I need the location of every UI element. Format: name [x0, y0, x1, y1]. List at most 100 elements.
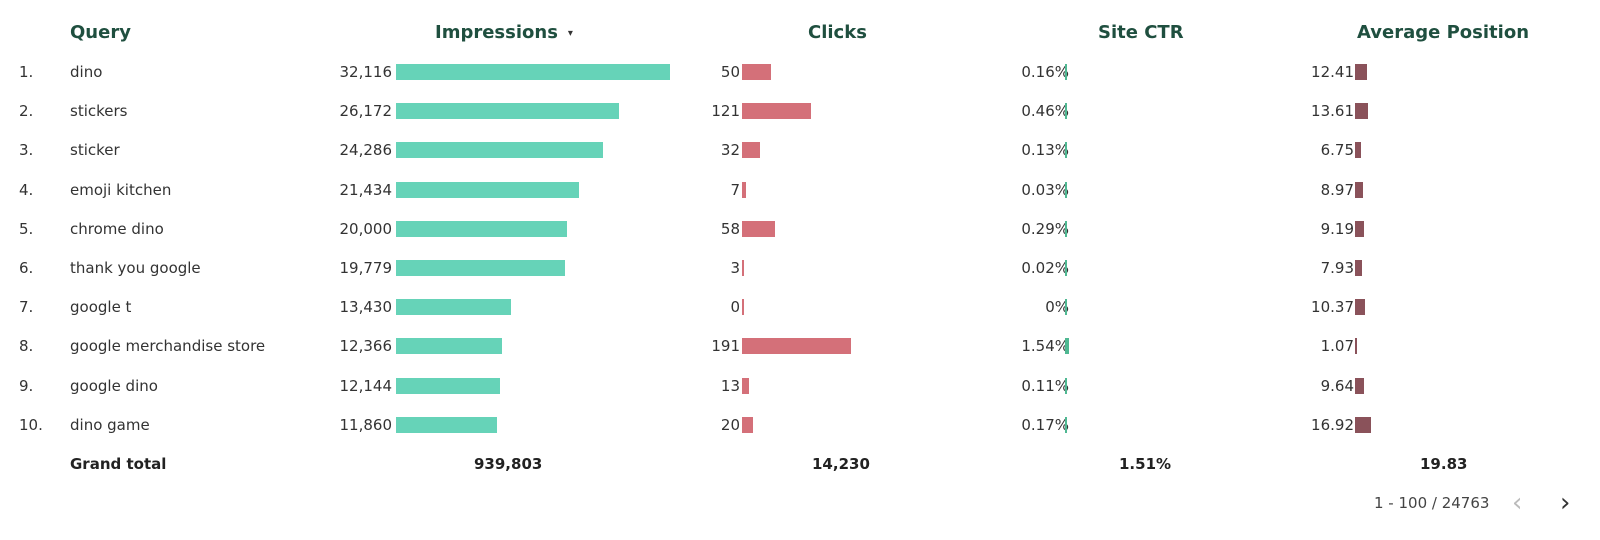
site-ctr-value: 0.29% — [1021, 219, 1069, 238]
average-position-value: 7.93 — [1320, 259, 1354, 277]
table-row[interactable]: 9. google dino 12,144 13 0.11% 9.64 — [0, 366, 1600, 406]
average-position-bar — [1355, 142, 1362, 159]
average-position-value: 16.92 — [1311, 415, 1354, 434]
clicks-value: 121 — [711, 102, 740, 121]
table-row[interactable]: 3. sticker 24,286 32 0.13% 6.75 — [0, 130, 1600, 170]
average-position-value: 6.75 — [1320, 141, 1354, 160]
column-header-query[interactable]: Query — [70, 22, 131, 43]
grand-total-label: Grand total — [70, 455, 167, 473]
clicks-bar — [742, 220, 776, 237]
average-position-bar — [1355, 64, 1367, 80]
site-ctr-bar — [1065, 64, 1067, 80]
sort-descending-icon: ▾ — [567, 27, 573, 39]
column-header-impressions-label: Impressions — [435, 22, 558, 43]
row-number: 8. — [19, 337, 34, 356]
query-cell: dino game — [70, 415, 150, 434]
grand-total-impressions: 939,803 — [474, 455, 543, 473]
site-ctr-value: 0.13% — [1021, 141, 1069, 160]
site-ctr-bar — [1065, 103, 1067, 120]
site-ctr-bar — [1065, 260, 1067, 276]
average-position-value: 12.41 — [1311, 63, 1354, 81]
site-ctr-value: 0% — [1045, 298, 1069, 317]
clicks-bar — [742, 64, 771, 80]
site-ctr-bar — [1065, 416, 1067, 433]
table-row[interactable]: 2. stickers 26,172 121 0.46% 13.61 — [0, 91, 1600, 131]
chevron-left-icon[interactable]: ‹ — [1512, 488, 1523, 518]
site-ctr-bar — [1065, 299, 1067, 316]
table-row[interactable]: 4. emoji kitchen 21,434 7 0.03% 8.97 — [0, 170, 1600, 210]
average-position-bar — [1355, 103, 1368, 120]
column-header-site-ctr[interactable]: Site CTR — [1098, 22, 1184, 43]
impressions-bar — [396, 103, 620, 120]
row-number: 6. — [19, 259, 34, 277]
row-number: 4. — [19, 180, 34, 199]
query-cell: dino — [70, 63, 103, 81]
site-ctr-value: 0.16% — [1021, 63, 1069, 81]
impressions-value: 12,366 — [339, 337, 393, 356]
row-number: 2. — [19, 102, 34, 121]
impressions-bar — [396, 142, 604, 159]
clicks-value: 3 — [730, 259, 740, 277]
average-position-value: 1.07 — [1320, 337, 1354, 356]
impressions-value: 24,286 — [339, 141, 393, 160]
table-row[interactable]: 10. dino game 11,860 20 0.17% 16.92 — [0, 405, 1600, 445]
query-cell: sticker — [70, 141, 120, 160]
row-number: 5. — [19, 219, 34, 238]
average-position-value: 13.61 — [1311, 102, 1354, 121]
impressions-value: 13,430 — [339, 298, 393, 317]
impressions-value: 20,000 — [339, 219, 393, 238]
query-cell: stickers — [70, 102, 128, 121]
query-cell: google merchandise store — [70, 337, 266, 356]
clicks-value: 7 — [730, 180, 740, 199]
column-header-clicks[interactable]: Clicks — [808, 22, 867, 43]
table-row[interactable]: 1. dino 32,116 50 0.16% 12.41 — [0, 52, 1600, 92]
pagination-range: 1 - 100 / 24763 — [1374, 494, 1490, 512]
query-cell: thank you google — [70, 259, 201, 277]
impressions-bar — [396, 299, 511, 316]
impressions-bar — [396, 260, 565, 276]
query-cell: google t — [70, 298, 132, 317]
site-ctr-bar — [1065, 338, 1069, 355]
site-ctr-bar — [1065, 377, 1067, 394]
clicks-value: 32 — [720, 141, 740, 160]
average-position-bar — [1355, 299, 1365, 316]
clicks-value: 191 — [711, 337, 740, 356]
grand-total-clicks: 14,230 — [812, 455, 870, 473]
query-cell: google dino — [70, 376, 158, 395]
clicks-value: 50 — [720, 63, 740, 81]
average-position-bar — [1355, 220, 1364, 237]
site-ctr-value: 1.54% — [1021, 337, 1069, 356]
impressions-bar — [396, 416, 498, 433]
impressions-bar — [396, 181, 579, 198]
clicks-bar — [742, 181, 746, 198]
average-position-bar — [1355, 338, 1357, 355]
table-row[interactable]: 7. google t 13,430 0 0% 10.37 — [0, 287, 1600, 327]
average-position-bar — [1355, 260, 1363, 276]
clicks-bar — [742, 142, 761, 159]
average-position-bar — [1355, 377, 1365, 394]
site-ctr-bar — [1065, 142, 1067, 159]
table-row[interactable]: 8. google merchandise store 12,366 191 1.54%… — [0, 326, 1600, 366]
average-position-bar — [1355, 416, 1371, 433]
site-ctr-bar — [1065, 220, 1067, 237]
impressions-bar — [396, 220, 567, 237]
impressions-value: 11,860 — [339, 415, 393, 434]
query-cell: chrome dino — [70, 219, 164, 238]
table-row[interactable]: 5. chrome dino 20,000 58 0.29% 9.19 — [0, 209, 1600, 249]
impressions-value: 26,172 — [339, 102, 393, 121]
impressions-value: 19,779 — [339, 259, 393, 277]
column-header-average-position[interactable]: Average Position — [1357, 22, 1530, 43]
query-cell: emoji kitchen — [70, 180, 172, 199]
clicks-bar — [742, 103, 812, 120]
impressions-value: 12,144 — [339, 376, 393, 395]
clicks-value: 13 — [720, 376, 740, 395]
average-position-value: 8.97 — [1320, 180, 1354, 199]
row-number: 9. — [19, 376, 34, 395]
grand-total-site-ctr: 1.51% — [1119, 455, 1172, 473]
clicks-value: 20 — [720, 415, 740, 434]
chevron-right-icon[interactable]: › — [1560, 488, 1571, 518]
column-header-impressions[interactable]: Impressions ▾ — [435, 22, 573, 43]
site-ctr-bar — [1065, 181, 1067, 198]
clicks-value: 0 — [730, 298, 740, 317]
table-row[interactable]: 6. thank you google 19,779 3 0.02% 7.93 — [0, 248, 1600, 288]
